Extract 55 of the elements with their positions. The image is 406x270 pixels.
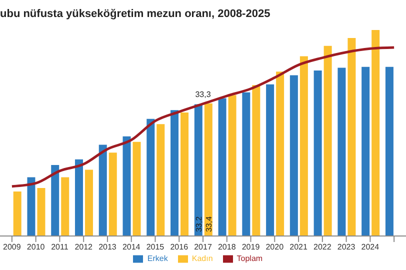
bar <box>266 84 274 236</box>
bar <box>324 46 332 236</box>
bar <box>228 95 236 236</box>
bar <box>372 30 380 236</box>
bar <box>348 38 356 236</box>
chart-title: ubu nüfusta yükseköğretim mezun oranı, 2008-2025 <box>0 8 270 20</box>
bar <box>252 85 260 236</box>
bar <box>37 188 46 236</box>
x-tick-label: 2009 <box>3 242 22 252</box>
x-tick-label: 2019 <box>242 242 260 252</box>
bar <box>242 92 250 236</box>
x-tick-label: 2016 <box>170 242 189 252</box>
bar <box>170 110 179 236</box>
x-tick-label: 2014 <box>122 242 141 252</box>
bar <box>98 144 107 236</box>
data-label: 33,4 <box>204 216 214 232</box>
data-label: 33,2 <box>194 216 204 232</box>
x-tick-label: 2020 <box>266 242 284 252</box>
bar <box>194 104 202 236</box>
x-tick-label: 2018 <box>218 242 236 252</box>
x-tick-label: 2021 <box>290 242 308 252</box>
bar <box>51 164 60 236</box>
bar <box>74 159 83 236</box>
bar <box>180 112 189 236</box>
bar <box>27 177 36 236</box>
x-tick-label: 2024 <box>361 242 380 252</box>
bar <box>132 142 141 236</box>
bar <box>13 192 22 236</box>
legend-label: Toplam <box>236 254 263 264</box>
data-label: 33,3 <box>195 90 212 99</box>
x-tick-label: 2017 <box>194 242 212 252</box>
x-tick-label: 2023 <box>337 242 356 252</box>
legend-label: Kadın <box>192 254 213 264</box>
bar <box>362 66 370 236</box>
x-tick-label: 2013 <box>98 242 117 252</box>
bar <box>314 70 322 236</box>
bar <box>276 72 284 236</box>
legend-label: Erkek <box>147 254 168 264</box>
bar <box>218 98 226 236</box>
bar <box>61 177 70 236</box>
bar <box>146 118 155 236</box>
bar <box>300 56 308 236</box>
bar <box>84 170 93 236</box>
bar <box>338 68 346 236</box>
x-tick-label: 2012 <box>74 242 94 252</box>
x-tick-label: 2010 <box>26 242 46 252</box>
x-tick-label: 2022 <box>314 242 332 252</box>
x-tick-label: 2015 <box>146 242 165 252</box>
bar <box>385 66 394 236</box>
bar <box>204 103 212 236</box>
x-tick-label: 2011 <box>51 242 69 252</box>
bar <box>156 124 165 236</box>
bar <box>108 152 117 236</box>
bar <box>122 136 131 236</box>
bar <box>290 75 298 236</box>
